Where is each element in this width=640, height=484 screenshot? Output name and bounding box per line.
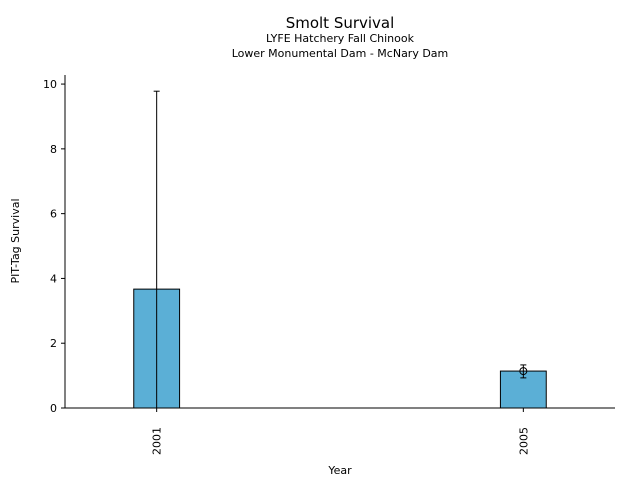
y-tick-label-10: 10 xyxy=(43,78,57,91)
y-tick-label-8: 8 xyxy=(50,143,57,156)
chart-title: Smolt Survival xyxy=(286,14,395,32)
y-tick-label-0: 0 xyxy=(50,402,57,415)
x-axis-label: Year xyxy=(327,464,352,477)
chart-subtitle-1: LYFE Hatchery Fall Chinook xyxy=(266,32,415,45)
y-axis-label: PIT-Tag Survival xyxy=(9,198,22,283)
x-tick-label-2001: 2001 xyxy=(151,427,164,455)
point-marker-2005 xyxy=(519,367,528,376)
x-tick-label-2005: 2005 xyxy=(517,427,530,455)
chart-subtitle-2: Lower Monumental Dam - McNary Dam xyxy=(232,47,449,60)
y-tick-label-4: 4 xyxy=(50,272,57,285)
y-tick-label-6: 6 xyxy=(50,208,57,221)
y-tick-label-2: 2 xyxy=(50,337,57,350)
